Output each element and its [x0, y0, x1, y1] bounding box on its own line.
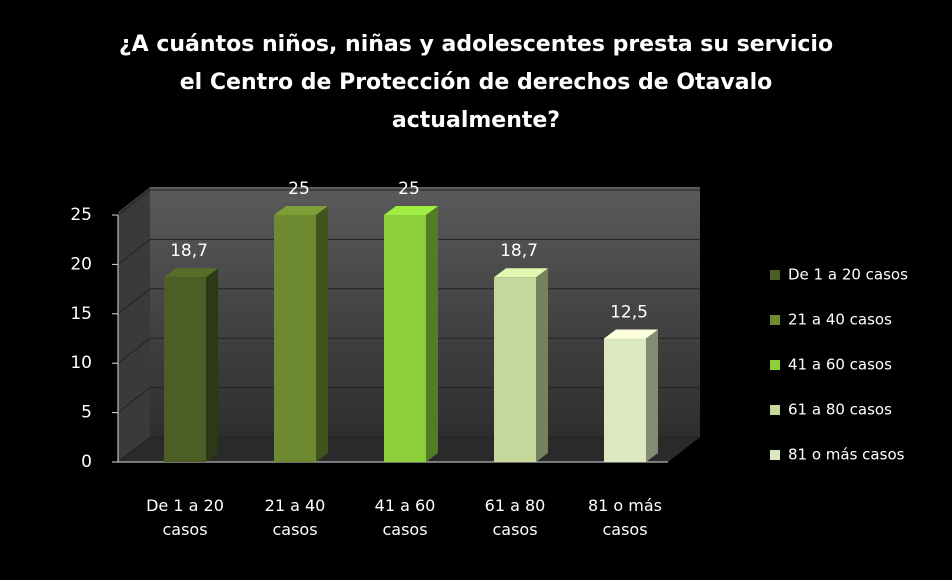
- bar: [384, 215, 426, 462]
- bar-top: [494, 268, 548, 278]
- legend-swatch: [770, 315, 780, 325]
- legend-label: 41 a 60 casos: [788, 356, 892, 374]
- x-tick-label: 41 a 60 casos: [374, 496, 436, 539]
- bar-side: [646, 329, 658, 462]
- y-tick-label: 25: [70, 205, 92, 225]
- y-tick-label: 5: [81, 403, 92, 423]
- bar-top: [384, 206, 438, 215]
- grid-line: [117, 189, 151, 216]
- legend-label: De 1 a 20 casos: [788, 266, 908, 284]
- x-tick-label: 61 a 80 casos: [484, 496, 546, 539]
- grid-line: [117, 288, 151, 315]
- legend-swatch: [770, 450, 780, 460]
- grid-line: [117, 436, 151, 463]
- legend-label: 81 o más casos: [788, 446, 905, 464]
- legend-swatch: [770, 405, 780, 415]
- legend-label: 61 a 80 casos: [788, 401, 892, 419]
- grid-line: [117, 387, 151, 413]
- side-wall: [118, 187, 150, 462]
- bar: [164, 277, 206, 462]
- x-tick-label: 21 a 40 casos: [264, 496, 326, 539]
- bar: [604, 338, 646, 462]
- y-tick-label: 10: [70, 353, 92, 373]
- value-label: 18,7: [500, 241, 538, 261]
- bar-top: [274, 206, 328, 215]
- value-label: 25: [398, 179, 420, 199]
- bar-side: [316, 206, 328, 462]
- grid-line: [117, 239, 151, 265]
- legend-label: 21 a 40 casos: [788, 311, 892, 329]
- bar: [494, 277, 536, 462]
- value-label: 18,7: [170, 241, 208, 261]
- value-label: 25: [288, 179, 310, 199]
- y-tick-label: 0: [81, 452, 92, 472]
- chart-title: ¿A cuántos niños, niñas y adolescentes p…: [118, 32, 834, 133]
- y-tick-label: 20: [70, 254, 92, 274]
- bar-top: [604, 329, 658, 339]
- bar-side: [536, 268, 548, 462]
- bar-side: [426, 206, 438, 462]
- x-tick-label: De 1 a 20 casos: [146, 496, 224, 539]
- legend-swatch: [770, 270, 780, 280]
- y-tick-label: 15: [70, 304, 92, 324]
- bar: [274, 215, 316, 462]
- legend-swatch: [770, 360, 780, 370]
- x-tick-label: 81 o más casos: [587, 496, 663, 539]
- value-label: 12,5: [610, 303, 648, 323]
- bar-side: [206, 268, 218, 462]
- grid-line: [117, 337, 151, 364]
- bar-top: [164, 268, 218, 278]
